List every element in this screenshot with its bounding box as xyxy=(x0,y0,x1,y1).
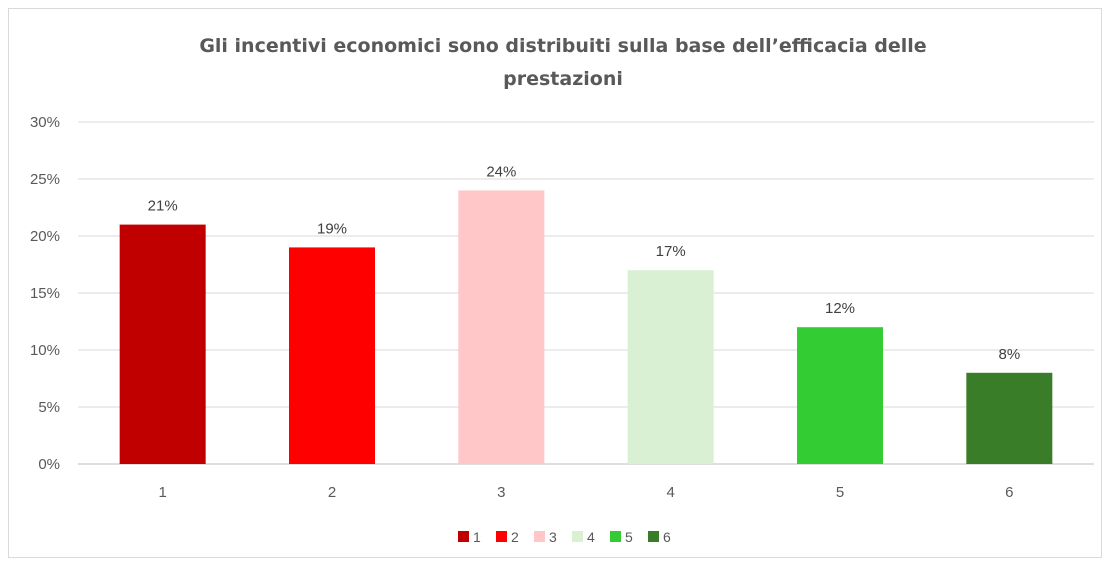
legend-swatch-2 xyxy=(496,531,507,542)
data-label-4: 17% xyxy=(656,243,686,260)
chart-title-line-2: prestazioni xyxy=(503,68,623,90)
legend-swatch-6 xyxy=(648,531,659,542)
legend-label-1: 1 xyxy=(473,529,481,545)
gridlines xyxy=(78,121,1094,465)
data-label-3: 24% xyxy=(486,163,516,180)
y-axis-tick-labels: 0% 5% 10% 15% 20% 25% 30% xyxy=(30,114,60,473)
chart-title: Gli incentivi economici sono distribuiti… xyxy=(199,35,926,90)
chart-title-line-1: Gli incentivi economici sono distribuiti… xyxy=(199,35,926,57)
y-tick-label: 30% xyxy=(30,114,60,131)
data-label-2: 19% xyxy=(317,220,347,237)
bar-1 xyxy=(119,224,206,464)
bars xyxy=(119,190,1053,464)
bar-2 xyxy=(289,247,375,464)
legend-swatch-3 xyxy=(534,531,545,542)
y-tick-label: 10% xyxy=(30,342,60,359)
y-tick-label: 20% xyxy=(30,228,60,245)
x-tick-label: 3 xyxy=(497,484,505,501)
x-tick-label: 4 xyxy=(666,484,674,501)
data-label-1: 21% xyxy=(148,198,178,215)
x-tick-label: 1 xyxy=(158,484,166,501)
bar-3 xyxy=(458,190,545,464)
data-labels: 21% 19% 24% 17% 12% 8% xyxy=(148,163,1021,362)
y-tick-label: 25% xyxy=(30,171,60,188)
legend-label-6: 6 xyxy=(663,529,671,545)
x-axis-tick-labels: 1 2 3 4 5 6 xyxy=(158,484,1013,501)
legend-swatch-5 xyxy=(610,531,621,542)
legend-label-5: 5 xyxy=(625,529,633,545)
data-label-6: 8% xyxy=(998,346,1020,363)
bar-5 xyxy=(797,327,883,464)
bar-6 xyxy=(966,372,1053,464)
data-label-5: 12% xyxy=(825,300,855,317)
x-tick-label: 2 xyxy=(328,484,336,501)
y-tick-label: 15% xyxy=(30,285,60,302)
legend-swatch-1 xyxy=(458,531,469,542)
legend-swatch-4 xyxy=(572,531,583,542)
y-tick-label: 5% xyxy=(38,399,60,416)
bar-4 xyxy=(627,270,714,464)
legend-label-4: 4 xyxy=(587,529,595,545)
x-tick-label: 5 xyxy=(836,484,844,501)
legend: 1 2 3 4 5 6 xyxy=(458,529,671,545)
x-tick-label: 6 xyxy=(1005,484,1013,501)
legend-label-2: 2 xyxy=(511,529,519,545)
legend-label-3: 3 xyxy=(549,529,557,545)
y-tick-label: 0% xyxy=(38,456,60,473)
